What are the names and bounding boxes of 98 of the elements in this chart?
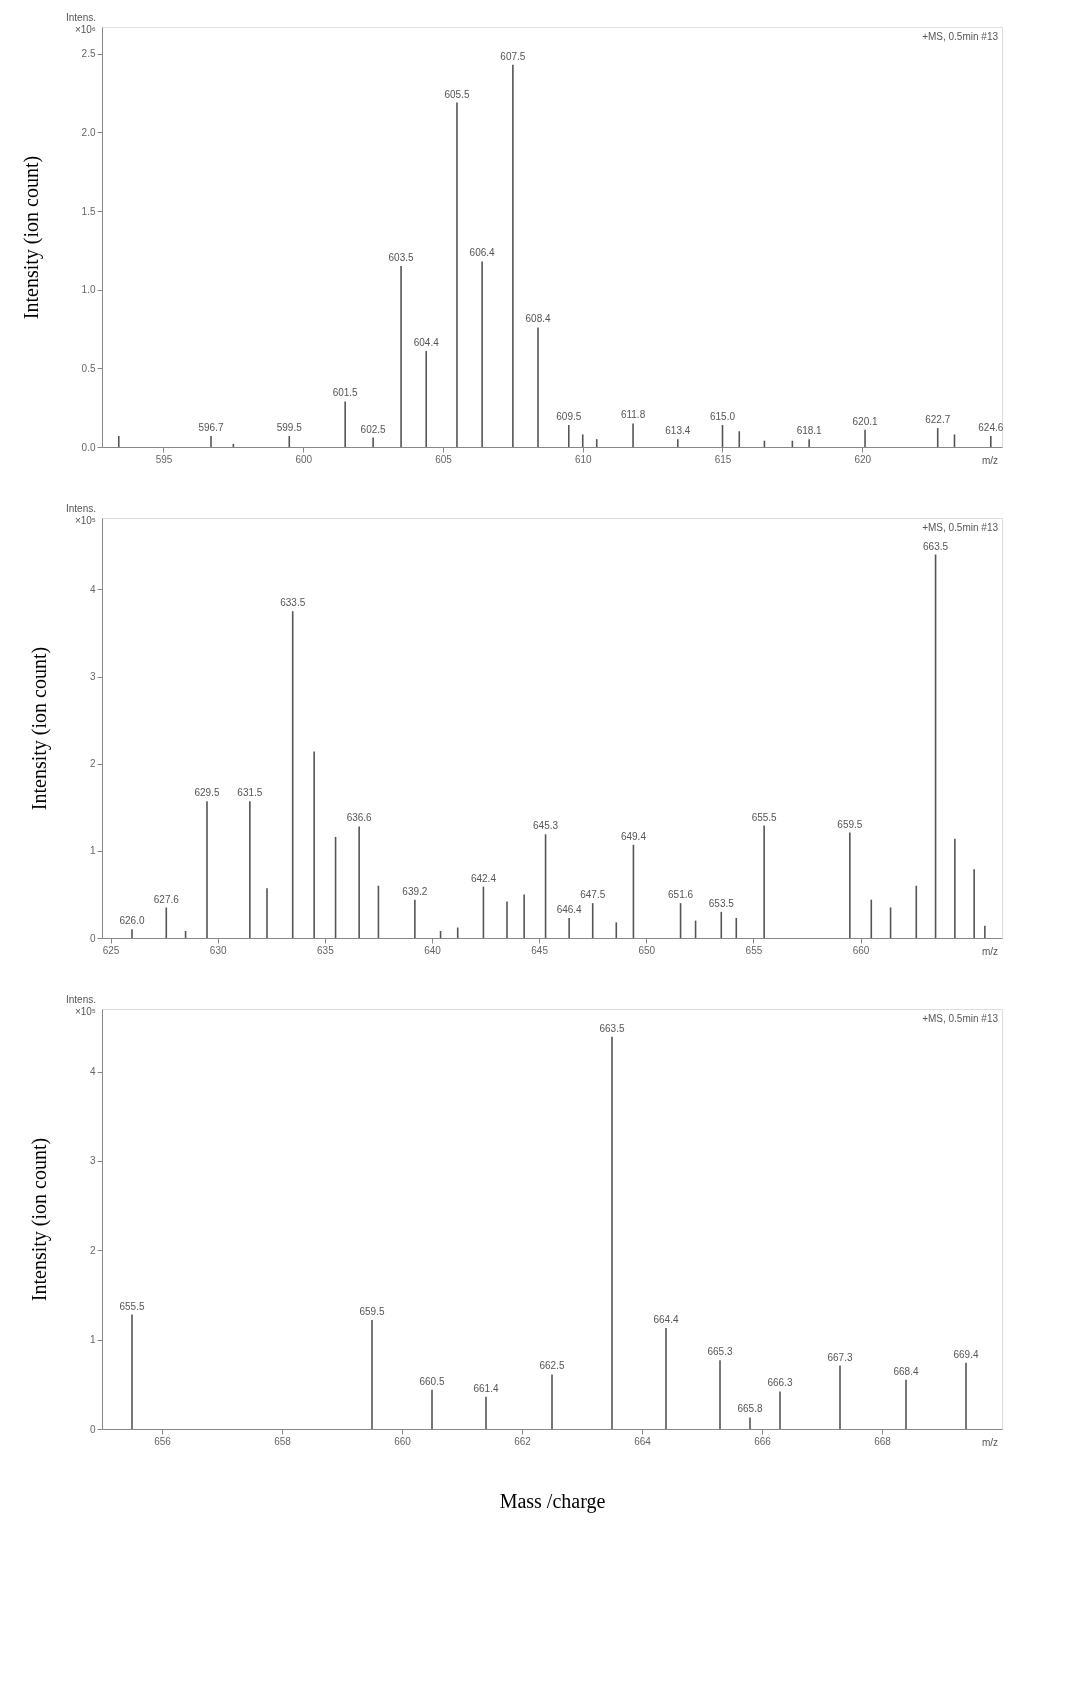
annotation: 602.5	[360, 423, 387, 435]
y-tick-label: 0	[89, 932, 96, 944]
x-tick-label: 655	[745, 944, 763, 956]
annotation: 655.5	[751, 811, 778, 823]
annotation: 661.4	[473, 1382, 499, 1394]
y-tick-label: 2.5	[81, 48, 96, 60]
y-tick-label: 4	[89, 583, 96, 595]
annotation: 607.5	[500, 50, 526, 62]
text: m/z	[981, 946, 998, 957]
annotation: 660.5	[419, 1375, 445, 1387]
annotation: 662.5	[539, 1360, 565, 1372]
annotation: 615.0	[709, 410, 736, 422]
text: Intens. ×10⁶	[65, 12, 96, 35]
x-tick-label: 605	[435, 453, 453, 465]
x-tick-label: 660	[394, 1435, 412, 1447]
x-tick-label: 625	[102, 944, 120, 956]
x-tick-label: 620	[854, 453, 872, 465]
annotation: +MS, 0.5min #13	[922, 31, 999, 42]
y-tick-label: 2	[89, 1244, 96, 1256]
annotation: 667.3	[827, 1351, 853, 1363]
annotation: 647.5	[580, 889, 606, 901]
y-tick-label: 1	[89, 1334, 96, 1346]
annotation: 611.8	[620, 409, 646, 421]
y-tick-label: 0	[89, 1423, 96, 1435]
y-tick-label: 3	[89, 671, 96, 683]
annotation: 626.0	[119, 915, 145, 927]
y-tick-label: 4	[89, 1066, 96, 1078]
y-tick-label: 1.5	[81, 205, 96, 217]
annotation: 636.6	[346, 812, 373, 824]
y-tick-label: 2	[89, 758, 96, 770]
annotation: 663.5	[923, 540, 949, 552]
annotation: 608.4	[525, 313, 551, 325]
y-tick-label: 1.0	[81, 284, 96, 296]
x-tick-label: 615	[714, 453, 732, 465]
annotation: 606.4	[469, 247, 496, 259]
y-axis-title: Intensity (ion count)	[19, 155, 43, 320]
y-tick-label: 1	[89, 845, 96, 857]
annotation: 659.5	[359, 1305, 385, 1317]
y-tick-label: 0.5	[81, 362, 96, 374]
annotation: 629.5	[194, 787, 220, 799]
annotation: 613.4	[665, 425, 691, 437]
x-tick-label: 660	[852, 944, 870, 956]
annotation: 622.7	[925, 414, 951, 426]
annotation: +MS, 0.5min #13	[922, 1013, 999, 1024]
annotation: 649.4	[620, 830, 647, 842]
x-tick-label: 650	[638, 944, 656, 956]
annotation: 631.5	[237, 787, 263, 799]
annotation: 639.2	[402, 885, 428, 897]
annotation: 609.5	[556, 410, 582, 422]
y-tick-label: 0.0	[81, 441, 96, 453]
x-tick-label: 610	[574, 453, 593, 465]
x-tick-label: 658	[274, 1435, 292, 1447]
annotation: 596.7	[198, 421, 224, 433]
annotation: 665.3	[707, 1346, 733, 1358]
annotation: 601.5	[332, 387, 359, 399]
annotation: 665.8	[737, 1403, 763, 1415]
text: m/z	[981, 455, 998, 466]
x-axis-title: Mass /charge	[499, 1489, 606, 1513]
annotation: 624.6	[978, 421, 1004, 433]
annotation: 645.3	[533, 820, 559, 832]
x-tick-label: 656	[154, 1435, 172, 1447]
text: Intens. ×10⁵	[65, 994, 96, 1017]
x-tick-label: 666	[754, 1435, 772, 1447]
annotation: 620.1	[852, 415, 878, 427]
annotation: 605.5	[444, 88, 470, 100]
x-tick-label: 662	[514, 1435, 532, 1447]
y-axis-title: Intensity (ion count)	[27, 1137, 51, 1302]
annotation: 604.4	[413, 337, 440, 349]
text: Intens. ×10⁵	[65, 503, 96, 526]
annotation: 651.6	[668, 889, 694, 901]
y-axis-title: Intensity (ion count)	[27, 646, 51, 811]
x-tick-label: 595	[155, 453, 173, 465]
x-tick-label: 664	[634, 1435, 652, 1447]
annotation: 653.5	[708, 897, 735, 909]
annotation: 633.5	[280, 597, 306, 609]
x-tick-label: 640	[424, 944, 442, 956]
x-tick-label: 645	[531, 944, 549, 956]
annotation: 663.5	[599, 1022, 625, 1034]
annotation: 655.5	[119, 1300, 145, 1312]
annotation: 659.5	[837, 818, 863, 830]
annotation: 669.4	[953, 1348, 979, 1360]
annotation: 618.1	[796, 425, 823, 437]
x-tick-label: 600	[295, 453, 313, 465]
annotation: 646.4	[556, 903, 583, 915]
annotation: 603.5	[388, 252, 415, 264]
annotation: 599.5	[276, 421, 303, 433]
x-tick-label: 635	[317, 944, 335, 956]
annotation: 627.6	[153, 893, 180, 905]
annotation: +MS, 0.5min #13	[922, 522, 999, 533]
annotation: 666.3	[767, 1377, 793, 1389]
x-tick-label: 668	[874, 1435, 892, 1447]
x-tick-label: 630	[209, 944, 227, 956]
y-tick-label: 3	[89, 1155, 96, 1167]
annotation: 664.4	[653, 1314, 679, 1326]
text: m/z	[981, 1437, 998, 1448]
annotation: 668.4	[893, 1365, 919, 1377]
annotation: 642.4	[470, 872, 497, 884]
y-tick-label: 2.0	[81, 126, 96, 138]
